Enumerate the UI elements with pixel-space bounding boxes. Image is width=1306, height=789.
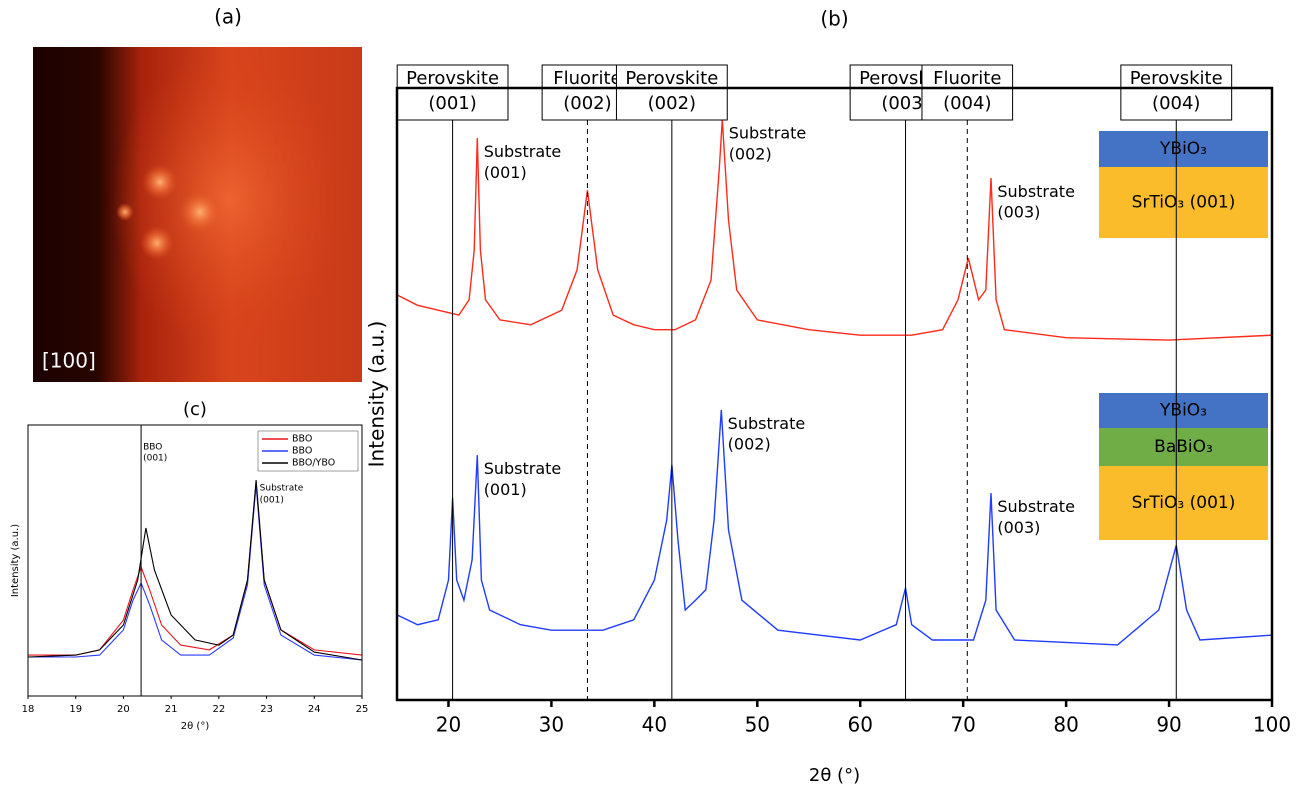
peak-annotation: Substrate (997, 182, 1075, 201)
label-box (615, 64, 728, 121)
reference-label: (004) (1152, 93, 1200, 114)
x-axis-label: 2θ (°) (181, 721, 210, 732)
reference-label: (001) (428, 93, 476, 114)
label-box (396, 64, 509, 121)
reference-label: Perovskite (1130, 68, 1223, 89)
legend-label: BBO (292, 446, 312, 457)
label-box (1120, 64, 1233, 121)
image-panel: (a) [100] (33, 5, 362, 382)
plot-frame (395, 86, 1274, 702)
peak-annotation: (003) (997, 203, 1040, 222)
peak-annotation: (002) (728, 435, 771, 454)
x-tick-label: 25 (356, 704, 369, 715)
chart-panel: (c)Substrate(001)BBO(001)18 19 20 21 22 23 24 2… (10, 399, 368, 732)
chart-title: (c) (183, 399, 207, 420)
x-tick-label: 21 (165, 704, 178, 715)
spot (140, 226, 174, 260)
x-tick-label: 40 (642, 713, 667, 737)
image-caption: [100] (42, 349, 96, 373)
x-tick-label: 90 (1156, 713, 1181, 737)
peak-annotation: (002) (729, 145, 772, 164)
x-tick-label: 19 (69, 704, 82, 715)
reference-label: (001) (143, 454, 167, 464)
peak-annotation: (001) (484, 480, 527, 499)
panel-title: (a) (214, 5, 242, 29)
series-line (28, 482, 363, 656)
spot (178, 190, 222, 234)
peak-annotation: (001) (260, 495, 284, 505)
spot (116, 203, 134, 221)
peak-annotation: Substrate (997, 497, 1075, 516)
series-line (396, 119, 1273, 341)
x-tick-label: 70 (950, 713, 975, 737)
chart-title: (b) (820, 7, 848, 31)
series-line (27, 479, 363, 661)
reference-label: (004) (943, 93, 991, 114)
reference-label: BBO (143, 443, 162, 453)
layer-label: YBiO₃ (1159, 139, 1207, 159)
layer-label: SrTiO₃ (001) (1132, 493, 1236, 513)
label-box (921, 64, 1014, 121)
reference-label: (002) (563, 93, 611, 114)
x-tick-label: 18 (22, 704, 35, 715)
series-line (28, 484, 363, 661)
peak-annotation: Substrate (729, 124, 807, 143)
peak-annotation: (001) (484, 163, 527, 182)
y-axis-label: Intensity (a.u.) (365, 321, 389, 468)
x-tick-label: 80 (1053, 713, 1078, 737)
x-tick-label: 20 (436, 713, 461, 737)
layer-block (1099, 167, 1268, 238)
reference-label: Fluorite (933, 68, 1001, 89)
layer-block (1099, 428, 1268, 466)
peak-annotation: Substrate (484, 142, 562, 161)
plot-frame (27, 424, 363, 697)
x-tick-label: 23 (260, 704, 273, 715)
chart-panel: (b) YBiO₃ SrTiO₃ (001) YBiO₃ BaBiO₃ SrTiO₃ (0… (365, 7, 1292, 787)
layer-block (1099, 393, 1268, 428)
x-tick-label: 60 (848, 713, 873, 737)
legend-label: BBO (292, 434, 312, 445)
glow (110, 50, 350, 350)
series-line (396, 409, 1273, 646)
peak-annotation: Substrate (260, 484, 304, 494)
x-tick-label: 22 (212, 704, 225, 715)
reference-label: Perovskite (406, 68, 499, 89)
peak-annotation: Substrate (728, 414, 806, 433)
layer-label: BaBiO₃ (1154, 437, 1213, 457)
x-tick-label: 100 (1253, 713, 1291, 737)
peak-annotation: Substrate (484, 459, 562, 478)
spot (142, 164, 178, 200)
layer-label: SrTiO₃ (001) (1132, 193, 1236, 213)
y-axis-label: Intensity (a.u.) (10, 524, 21, 597)
legend-label: BBO/YBO (292, 458, 335, 469)
x-tick-label: 30 (539, 713, 564, 737)
layer-block (1099, 131, 1268, 167)
x-axis-label: 2θ (°) (809, 765, 860, 786)
x-tick-label: 24 (308, 704, 321, 715)
layer-block (1099, 466, 1268, 540)
reference-label: Perovskite (625, 68, 718, 89)
x-tick-label: 50 (745, 713, 770, 737)
x-tick-label: 20 (117, 704, 130, 715)
reference-label: (003) (881, 93, 929, 114)
reference-label: (002) (648, 93, 696, 114)
peak-annotation: (003) (997, 518, 1040, 537)
reference-label: Fluorite (553, 68, 621, 89)
layer-label: YBiO₃ (1159, 401, 1207, 421)
